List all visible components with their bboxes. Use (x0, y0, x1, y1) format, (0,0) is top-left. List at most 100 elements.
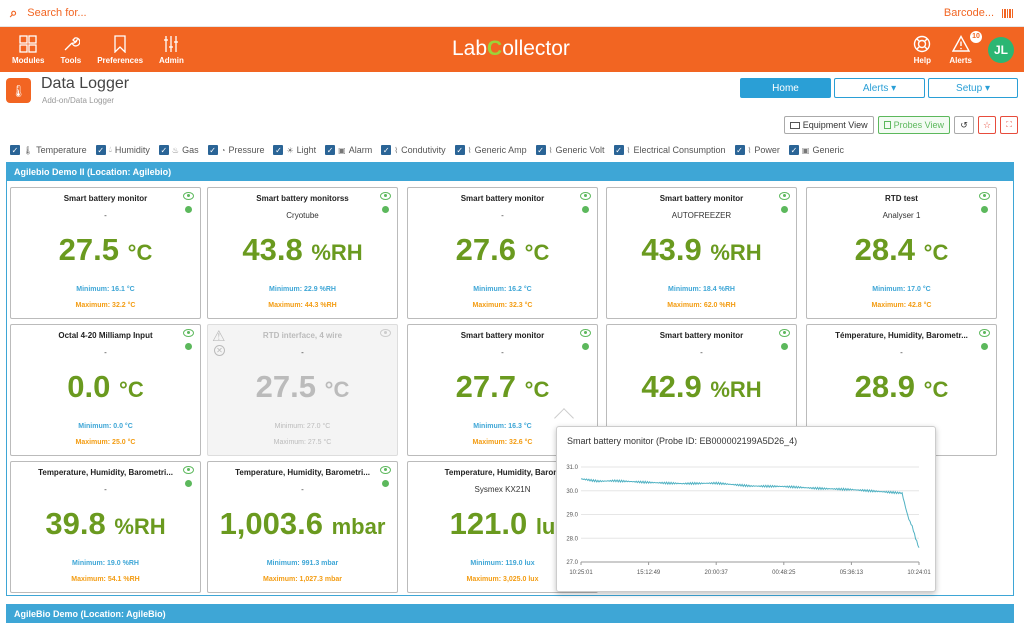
location-header[interactable]: AgileBio Demo (Location: AgileBio) (6, 604, 1014, 623)
status-dot (582, 206, 589, 213)
y-tick-label: 28.0 (566, 536, 578, 542)
filter-generic[interactable]: ✓ ▣ Generic (788, 145, 844, 155)
filter-power[interactable]: ✓ ⌇ Power (734, 145, 780, 155)
checkbox[interactable]: ✓ (10, 145, 20, 155)
probe-equipment: - (301, 485, 304, 494)
checkbox[interactable]: ✓ (95, 145, 106, 155)
checkbox[interactable]: ✓ (381, 145, 392, 155)
tab-alerts[interactable]: Alerts ▾ (834, 78, 925, 98)
probe-equipment: AUTOFREEZER (671, 211, 732, 220)
probe-card[interactable]: Octal 4-20 Milliamp Input - 0.0 °C Minimum:… (10, 324, 201, 456)
checkbox[interactable]: ✓ (454, 145, 465, 155)
probe-equipment: - (700, 348, 703, 357)
tab-home[interactable]: Home (740, 78, 831, 98)
warning-icon (951, 34, 970, 52)
value-unit: °C (524, 377, 550, 402)
eye-icon[interactable] (779, 329, 790, 337)
equipment-view-label: Equipment View (802, 120, 868, 130)
lifebuoy-icon (914, 35, 931, 52)
filter-generic-volt[interactable]: ✓ ⌇ Generic Volt (535, 145, 605, 155)
close-icon[interactable]: ✕ (214, 345, 225, 356)
barcode-icon[interactable] (1002, 8, 1014, 18)
filter-generic-amp[interactable]: ✓ ⌇ Generic Amp (454, 145, 527, 155)
eye-icon[interactable] (183, 192, 194, 200)
search-icon[interactable]: ⌕ (10, 5, 18, 20)
eye-icon[interactable] (580, 329, 591, 337)
filter-pressure[interactable]: ✓ ◔ Pressure (207, 145, 264, 155)
eye-icon[interactable] (380, 192, 391, 200)
probe-history-popup: Smart battery monitor (Probe ID: EB00000… (556, 426, 936, 592)
drop-icon: 💧︎ (108, 145, 112, 154)
probe-card[interactable]: ⚠ ✕ RTD interface, 4 wire - 27.5 °C Minimum: … (207, 324, 398, 456)
fullscreen-button[interactable]: ⛶ (1000, 116, 1018, 134)
checkbox[interactable]: ✓ (788, 145, 799, 155)
checkbox[interactable]: ✓ (734, 145, 745, 155)
filter-label: Generic Volt (555, 145, 605, 155)
probe-equipment: - (301, 348, 304, 357)
checkbox[interactable]: ✓ (207, 145, 218, 155)
favorite-button[interactable]: ☆ (978, 116, 996, 134)
value-number: 0.0 (67, 369, 111, 404)
status-dot (981, 343, 988, 350)
value-unit: %RH (311, 240, 363, 265)
nav-tools[interactable]: Tools (56, 35, 85, 65)
checkbox[interactable]: ✓ (325, 145, 336, 155)
eye-icon[interactable] (380, 466, 391, 474)
eye-icon[interactable] (779, 192, 790, 200)
probe-minimum: Minimum: 16.2 °C (473, 286, 532, 293)
history-button[interactable]: ↺ (954, 116, 974, 134)
history-chart: 27.0 28.0 29.0 30.0 31.0 10:25:01 15:12:49 20:0… (566, 465, 931, 576)
eye-icon[interactable] (580, 192, 591, 200)
checkbox[interactable]: ✓ (273, 145, 284, 155)
eye-icon[interactable] (979, 329, 990, 337)
checkbox[interactable]: ✓ (613, 145, 624, 155)
probe-card[interactable]: Smart battery monitor - 27.5 °C Minimum: 16… (10, 187, 201, 319)
nav-admin[interactable]: Admin (155, 35, 188, 65)
probe-card[interactable]: Smart battery monitor AUTOFREEZER 43.9 %RH… (606, 187, 797, 319)
filter-condutivity[interactable]: ✓ ⌇ Condutivity (381, 145, 446, 155)
filter-gas[interactable]: ✓ ♨ Gas (158, 145, 199, 155)
equipment-view-button[interactable]: Equipment View (783, 116, 874, 134)
filter-label: Condutivity (401, 145, 446, 155)
nav-help-label: Help (913, 55, 931, 65)
probe-card[interactable]: Smart battery monitor - 27.6 °C Minimum: 16… (407, 187, 598, 319)
nav-admin-label: Admin (159, 55, 184, 65)
probe-minimum: Minimum: 16.3 °C (473, 423, 532, 430)
top-nav: Modules Tools Preferences Admin LabColle… (0, 27, 1024, 72)
location-header[interactable]: Agilebio Demo II (Location: Agilebio) (6, 162, 1014, 181)
filter-temperature[interactable]: ✓ 🌡︎ Temperature (10, 145, 87, 155)
filter-light[interactable]: ✓ ☀ Light (273, 145, 316, 155)
nav-alerts[interactable]: 10 Alerts (945, 30, 982, 65)
gauge-icon: ◔ (220, 145, 226, 155)
checkbox[interactable]: ✓ (158, 145, 169, 155)
checkbox[interactable]: ✓ (535, 145, 546, 155)
nav-modules[interactable]: Modules (8, 34, 48, 65)
value-number: 28.9 (854, 369, 916, 404)
eye-icon[interactable] (183, 466, 194, 474)
probe-card[interactable]: RTD test Analyser 1 28.4 °C Minimum: 17.0 °… (806, 187, 997, 319)
probes-view-button[interactable]: Probes View (877, 116, 950, 134)
eye-icon[interactable] (183, 329, 194, 337)
filter-humidity[interactable]: ✓ 💧︎ Humidity (95, 145, 150, 155)
probe-value: 28.4 °C (807, 232, 996, 268)
filter-label: Temperature (36, 145, 87, 155)
probe-maximum: Maximum: 54.1 %RH (71, 576, 140, 583)
probe-card[interactable]: Temperature, Humidity, Barometri... - 39.8… (10, 461, 201, 593)
value-number: 1,003.6 (219, 506, 323, 541)
eye-icon[interactable] (380, 329, 391, 337)
user-avatar[interactable]: JL (988, 36, 1014, 63)
search-input[interactable]: Search for... (27, 7, 87, 19)
value-unit: %RH (710, 377, 762, 402)
nav-preferences[interactable]: Preferences (93, 34, 147, 65)
grid-icon (19, 34, 37, 53)
eye-icon[interactable] (979, 192, 990, 200)
alerts-count-badge: 10 (970, 30, 982, 43)
filter-electrical-consumption[interactable]: ✓ ⌇ Electrical Consumption (613, 145, 726, 155)
filter-alarm[interactable]: ✓ ▣ Alarm (325, 145, 372, 155)
barcode-input[interactable]: Barcode... (943, 7, 994, 19)
nav-help[interactable]: Help (909, 35, 935, 65)
probe-card[interactable]: Smart battery monitorss Cryotube 43.8 %RH M… (207, 187, 398, 319)
app-logo[interactable]: LabCollector (452, 37, 570, 61)
tab-setup[interactable]: Setup ▾ (928, 78, 1018, 98)
probe-card[interactable]: Temperature, Humidity, Barometri... - 1,00… (207, 461, 398, 593)
